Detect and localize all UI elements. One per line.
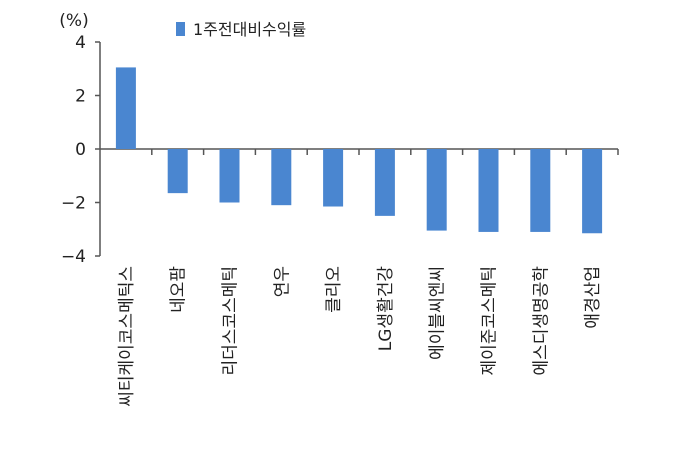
y-tick-label: −2 <box>61 194 86 214</box>
category-labels: 씨티케이코스메틱스 네오팜 리더스코스메틱 연우 클리오 LG생활건강 에이블씨엔씨 제이준코… <box>117 266 603 407</box>
category-label: 리더스코스메틱 <box>221 266 241 375</box>
y-tick-label: 4 <box>75 33 86 53</box>
category-label: LG생활건강 <box>376 266 396 352</box>
category-label: 클리오 <box>324 266 344 313</box>
y-axis-ticks: 4 2 0 −2 −4 <box>61 33 100 267</box>
bar <box>167 149 188 194</box>
bar <box>115 67 136 149</box>
legend: 1주전대비수익률 <box>176 20 306 39</box>
category-label: 네오팜 <box>169 266 189 313</box>
bar <box>219 149 240 203</box>
bar <box>271 149 292 206</box>
category-label: 에스디생명공학 <box>531 266 551 376</box>
bar <box>530 149 551 232</box>
category-label: 연우 <box>272 266 292 297</box>
bars <box>115 67 603 234</box>
y-tick-label: −4 <box>61 247 86 267</box>
legend-label: 1주전대비수익률 <box>193 20 306 39</box>
bar <box>374 149 395 216</box>
category-label: 제이준코스메틱 <box>480 266 500 375</box>
category-label: 씨티케이코스메틱스 <box>117 266 137 407</box>
bar <box>426 149 447 231</box>
y-tick-label: 0 <box>75 140 86 160</box>
bar <box>323 149 344 207</box>
legend-swatch <box>176 22 185 36</box>
y-axis-unit: (%) <box>59 11 88 31</box>
bar <box>582 149 603 234</box>
category-label: 애경산업 <box>583 266 603 329</box>
x-axis-ticks <box>151 149 619 155</box>
category-label: 에이블씨엔씨 <box>428 266 448 360</box>
y-tick-label: 2 <box>75 87 86 107</box>
bar <box>478 149 499 232</box>
